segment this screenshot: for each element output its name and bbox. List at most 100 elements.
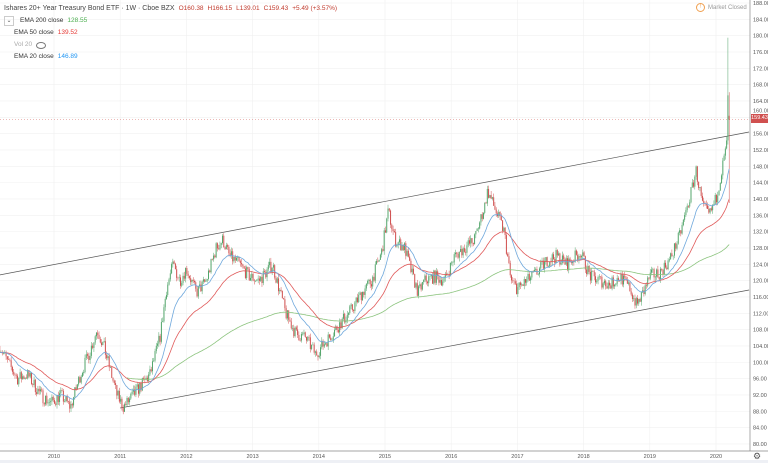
candle-body (617, 278, 619, 281)
candle-body (528, 273, 530, 281)
candle-body (712, 204, 714, 211)
candle-body (141, 378, 143, 391)
candle-body (6, 356, 8, 360)
hidden-eye-icon[interactable] (36, 41, 47, 49)
candle-body (482, 212, 484, 219)
gear-icon[interactable]: ⚙ (753, 451, 762, 461)
candle-body (490, 195, 492, 199)
candle-body (115, 383, 117, 385)
candle-body (415, 283, 417, 288)
candle-body (680, 230, 682, 234)
candle-body (521, 284, 523, 286)
ema50-label[interactable]: EMA 50 close (14, 29, 54, 36)
candle-body (658, 276, 660, 280)
candle-body (252, 273, 254, 281)
candle-body (448, 274, 450, 276)
ema20-line (0, 168, 730, 400)
candle-body (440, 279, 442, 286)
candle-body (143, 378, 145, 379)
candle-body (451, 262, 453, 264)
candle-body (635, 298, 637, 306)
candle-body (279, 289, 281, 292)
candle-body (167, 284, 169, 296)
candle-body (723, 155, 725, 161)
candle-body (638, 298, 640, 304)
candle-body (514, 281, 516, 284)
ema200-label[interactable]: EMA 200 close (20, 17, 64, 24)
candle-body (210, 259, 212, 273)
candle-body (117, 390, 119, 396)
vol-label[interactable]: Vol 20 (14, 41, 33, 48)
candle-body (612, 277, 614, 287)
candle-body (116, 384, 118, 396)
candle-body (286, 310, 288, 319)
y-tick-label: 156.00 (753, 132, 768, 138)
candle-body (393, 231, 395, 233)
candle-body (485, 202, 487, 204)
candle-body (677, 232, 679, 244)
candle-body (224, 247, 226, 250)
candle-body (598, 276, 600, 278)
ohlc-high: H166.15 (207, 5, 233, 12)
candle-body (657, 269, 659, 277)
candle-body (278, 278, 280, 292)
candle-body (611, 277, 613, 289)
candle-body (300, 334, 302, 341)
candle-body (647, 277, 649, 286)
candle-body (597, 277, 599, 281)
candle-body (179, 277, 181, 286)
candle-body (94, 336, 96, 343)
candle-body (624, 275, 626, 278)
candle-body (567, 258, 569, 271)
candle-body (610, 285, 612, 289)
ema50-line (0, 198, 730, 391)
candle-body (24, 377, 26, 379)
candle-body (416, 283, 418, 296)
clock-icon: ! (696, 3, 705, 12)
candle-body (652, 269, 654, 270)
x-tick-label: 2013 (246, 454, 258, 460)
candle-body (246, 267, 248, 278)
trendline (0, 131, 750, 276)
candle-body (687, 205, 689, 207)
candle-body (620, 273, 622, 281)
candle-body (666, 267, 668, 270)
candle-body (518, 282, 520, 288)
candle-body (234, 256, 236, 261)
candle-body (85, 354, 87, 358)
candle-body (542, 260, 544, 269)
candle-body (668, 259, 670, 261)
collapse-legend-button[interactable]: ⌄ (4, 16, 14, 26)
candle-body (323, 344, 325, 347)
candle-body (512, 280, 514, 281)
candle-body (495, 209, 497, 214)
candle-body (57, 395, 59, 402)
candle-body (182, 275, 184, 283)
candle-body (526, 279, 528, 283)
candle-body (373, 276, 375, 281)
candle-body (181, 282, 183, 286)
candle-body (491, 197, 493, 199)
ema20-label[interactable]: EMA 20 close (14, 53, 54, 60)
candle-body (261, 276, 263, 284)
candle-body (503, 227, 505, 231)
candle-body (39, 389, 41, 392)
candle-body (659, 268, 661, 280)
candle-body (653, 269, 655, 278)
bottom-bar (0, 460, 768, 463)
candle-body (372, 276, 374, 287)
candle-body (684, 215, 686, 220)
candle-body (298, 334, 300, 341)
candle-body (682, 219, 684, 226)
candle-body (530, 277, 532, 281)
candle-body (519, 282, 521, 286)
candle-body (621, 273, 623, 285)
candle-body (651, 269, 653, 273)
candle-body (508, 256, 510, 264)
candle-body (722, 160, 724, 176)
candle-body (303, 332, 305, 334)
candle-body (463, 248, 465, 252)
candle-body (522, 284, 524, 286)
candle-body (75, 387, 77, 390)
